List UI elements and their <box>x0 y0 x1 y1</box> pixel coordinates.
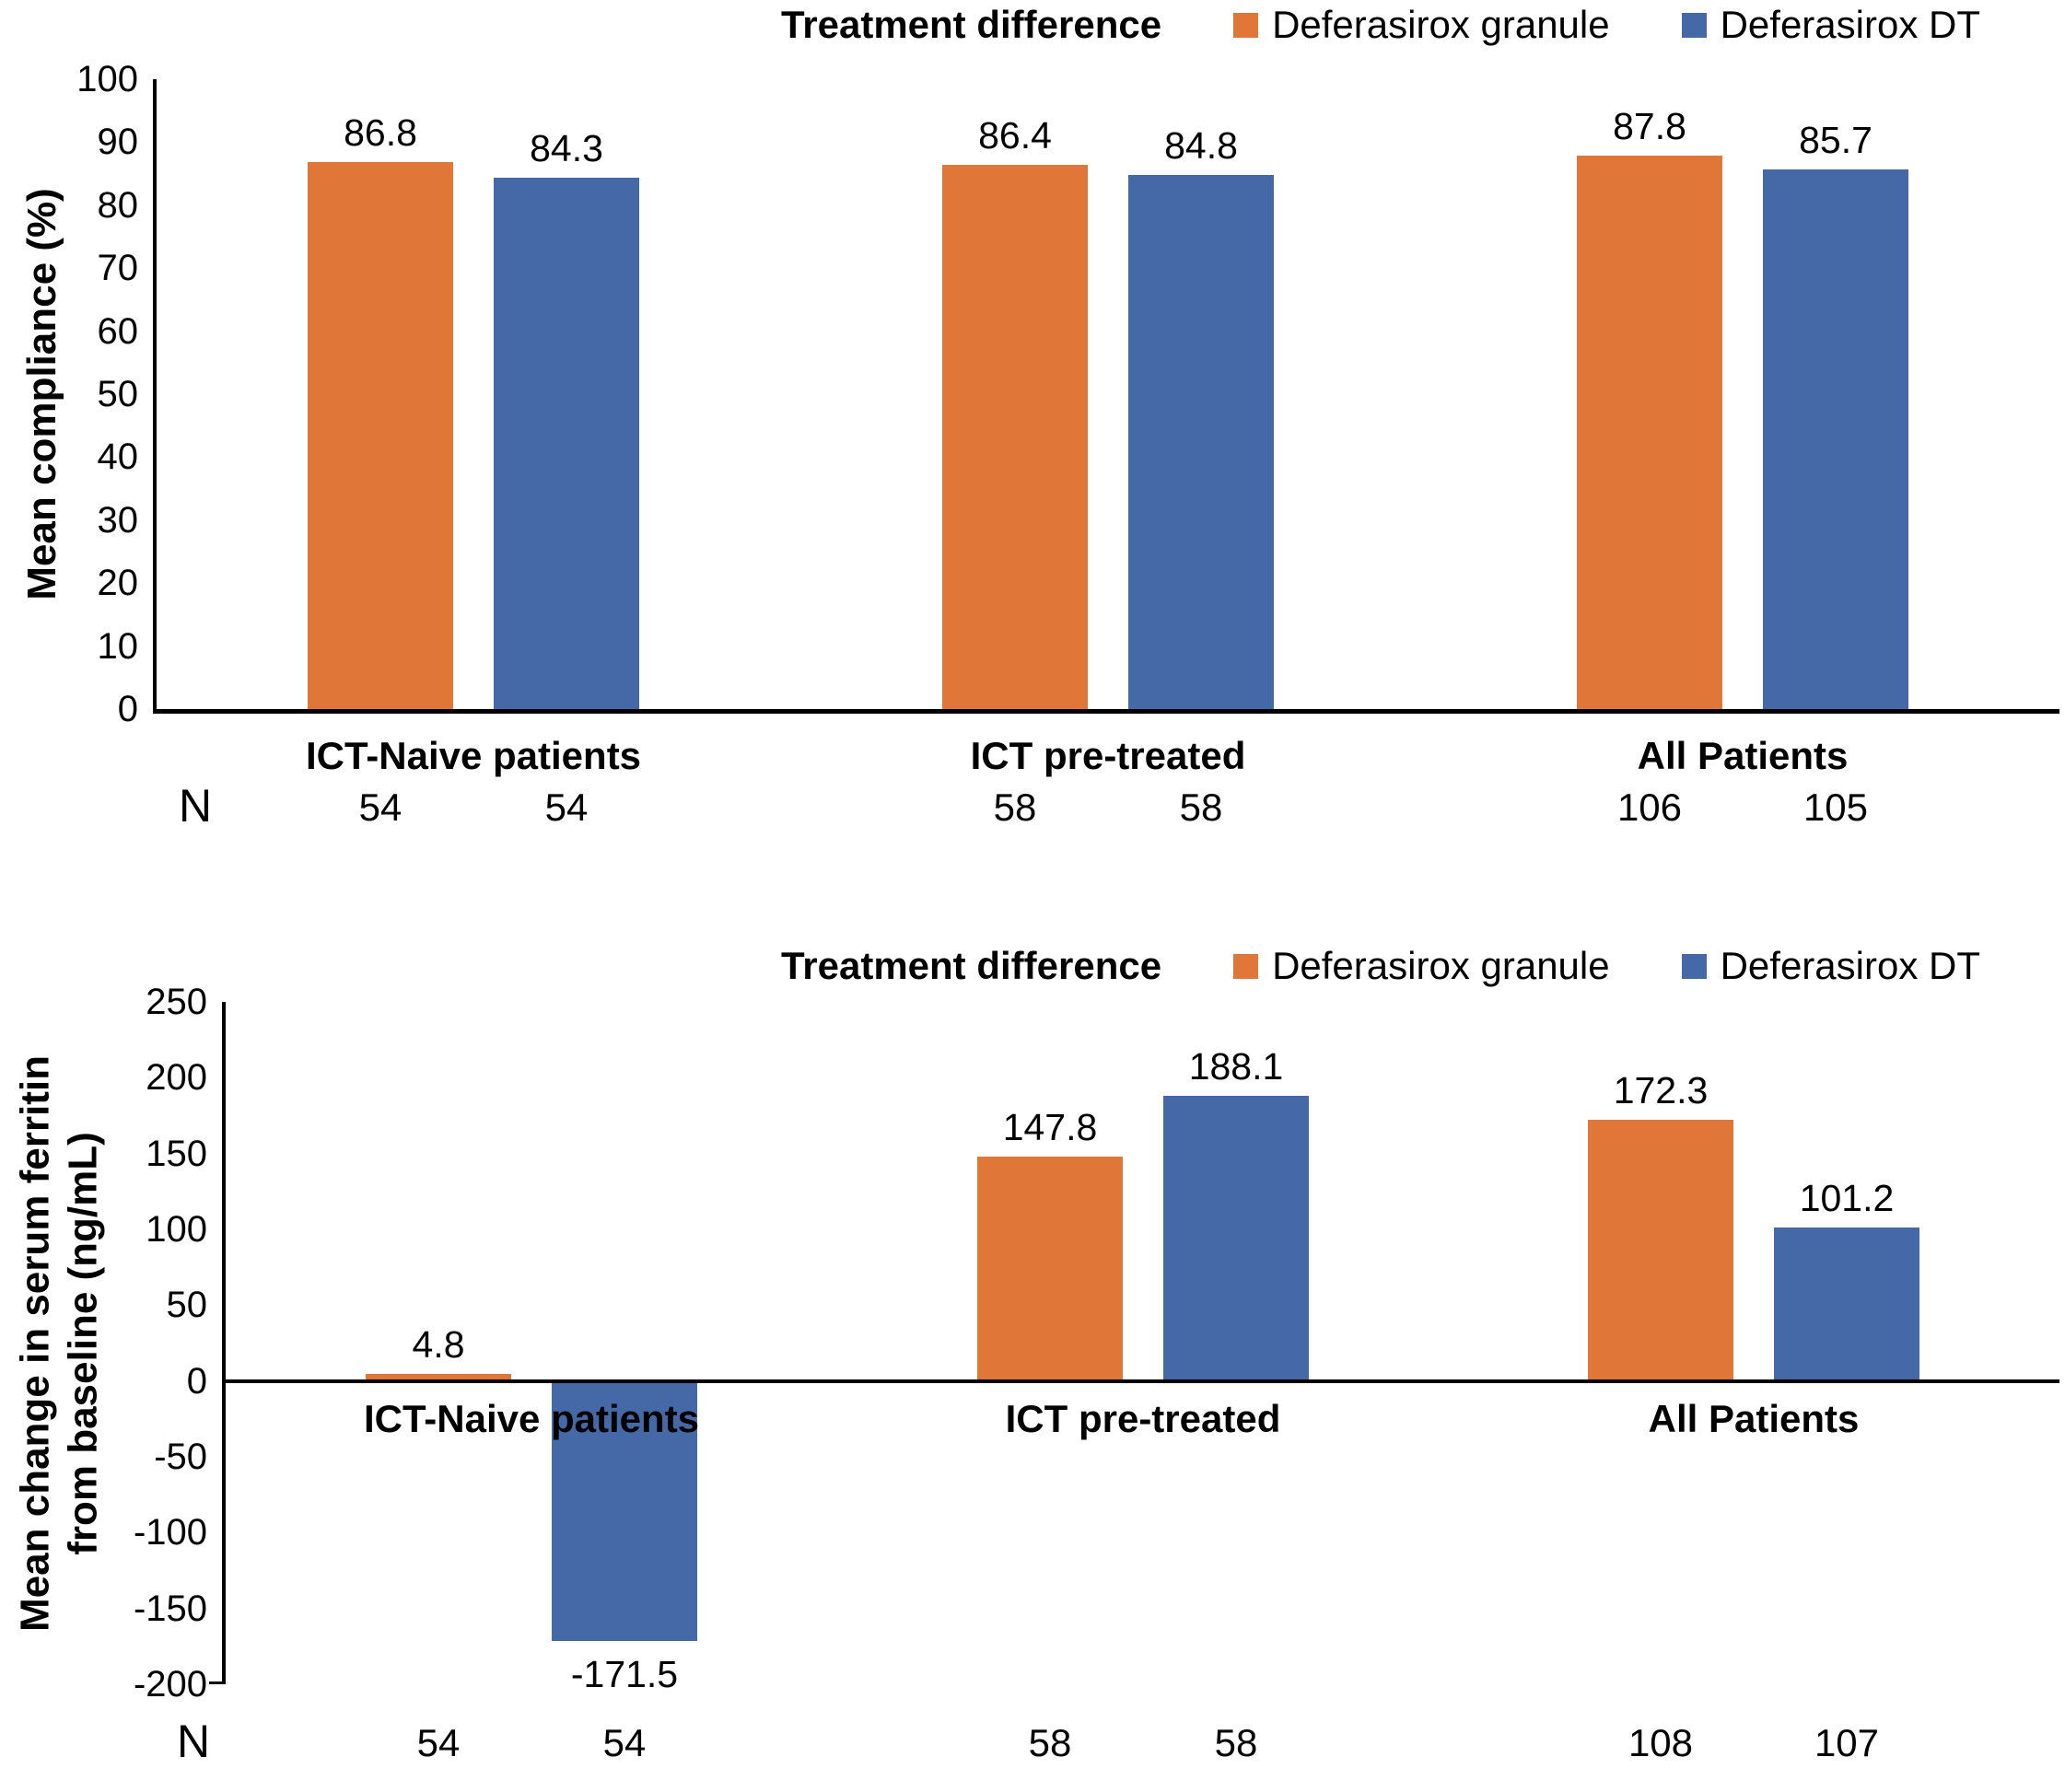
y-tick-label: 50 <box>166 1285 208 1325</box>
y-axis-line <box>222 1002 226 1684</box>
y-tick-label: 30 <box>97 500 139 541</box>
y-tick-label: 150 <box>146 1134 207 1174</box>
bar-deferasirox-granule <box>1588 1120 1733 1381</box>
n-value: 54 <box>544 785 589 829</box>
category-label: All Patients <box>1648 1397 1860 1440</box>
n-value: 107 <box>1814 1721 1880 1764</box>
y-tick-label: -50 <box>154 1437 207 1477</box>
bar-deferasirox-granule <box>977 1157 1123 1380</box>
category-label: ICT-Naive patients <box>363 1397 700 1440</box>
bar-deferasirox-dt <box>1774 1228 1919 1381</box>
granule-swatch-icon <box>1233 953 1259 979</box>
y-tick-label: 100 <box>146 1209 207 1250</box>
bar-value-label: 86.4 <box>978 114 1052 157</box>
n-value: 54 <box>416 1721 461 1764</box>
bar-deferasirox-granule <box>1577 156 1722 709</box>
bar-deferasirox-granule <box>942 165 1088 709</box>
dt-swatch-icon <box>1681 12 1707 38</box>
bar-value-label: 147.8 <box>1002 1106 1098 1148</box>
y-axis-title-line: Mean change in serum ferritin <box>12 1055 58 1632</box>
n-value: 108 <box>1628 1721 1694 1764</box>
y-tick-label: -100 <box>133 1512 207 1553</box>
y-axis-title: Mean change in serum ferritin from baseli… <box>12 1003 108 1685</box>
legend-item: Deferasirox DT <box>1681 2 1980 48</box>
n-value: 58 <box>1179 785 1223 829</box>
y-tick-label: 100 <box>76 59 138 99</box>
bar-deferasirox-dt <box>552 1381 697 1641</box>
bar-deferasirox-granule <box>308 162 453 709</box>
n-row-label: N <box>176 1716 211 1767</box>
n-value: 106 <box>1616 785 1683 829</box>
y-tick-label: -200 <box>133 1664 207 1705</box>
y-axis-title: Mean compliance (%) <box>18 79 66 709</box>
bar-deferasirox-dt <box>1163 1096 1309 1381</box>
category-label: ICT-Naive patients <box>305 734 642 777</box>
bar-value-label: 101.2 <box>1799 1177 1895 1219</box>
legend-title: Treatment difference <box>780 3 1162 46</box>
bar-value-label: 86.8 <box>344 111 417 154</box>
category-label: ICT pre-treated <box>970 734 1246 777</box>
bar-deferasirox-dt <box>1763 169 1908 709</box>
y-tick-label: 40 <box>97 436 139 477</box>
y-tick-label: 200 <box>146 1057 207 1098</box>
compliance-chart-legend: Treatment difference Deferasirox granule… <box>781 2 1980 48</box>
bar-value-label: 84.8 <box>1164 124 1238 167</box>
y-tick-label: 0 <box>186 1361 207 1402</box>
y-tick-label: 0 <box>117 689 138 729</box>
bar-value-label: 188.1 <box>1188 1045 1284 1088</box>
n-value: 58 <box>1214 1721 1258 1764</box>
y-tick-label: 20 <box>97 563 139 603</box>
legend-item: Deferasirox granule <box>1233 2 1610 48</box>
bar-value-label: 87.8 <box>1613 105 1686 147</box>
y-tick-label: 70 <box>97 248 139 288</box>
zero-line <box>222 1379 2059 1383</box>
bar-value-label: 4.8 <box>412 1323 465 1366</box>
legend-item-label: Deferasirox granule <box>1272 944 1610 987</box>
bar-value-label: 85.7 <box>1799 119 1872 161</box>
bar-value-label: 84.3 <box>530 127 603 169</box>
legend-item-label: Deferasirox granule <box>1272 3 1610 46</box>
bar-deferasirox-dt <box>494 178 639 709</box>
y-tick-label: 250 <box>146 982 207 1022</box>
ferritin-chart-legend: Treatment difference Deferasirox granule… <box>781 943 1980 989</box>
y-axis-title-line: Mean compliance (%) <box>19 188 64 600</box>
legend-item: Deferasirox DT <box>1681 943 1980 989</box>
n-value: 58 <box>993 785 1037 829</box>
y-tick-label: 50 <box>97 374 139 414</box>
y-axis-end-tick <box>209 1681 222 1684</box>
category-label: ICT pre-treated <box>1005 1397 1281 1440</box>
legend-item: Deferasirox granule <box>1233 943 1610 989</box>
category-label: All Patients <box>1637 734 1849 777</box>
y-axis-line <box>153 79 157 709</box>
bar-deferasirox-dt <box>1128 175 1274 709</box>
y-tick-label: 10 <box>97 626 139 667</box>
n-value: 54 <box>358 785 402 829</box>
bar-value-label: 172.3 <box>1613 1069 1709 1111</box>
dt-swatch-icon <box>1681 953 1707 979</box>
y-tick-label: 60 <box>97 311 139 352</box>
y-axis-title-line: from baseline (ng/mL) <box>60 1132 106 1555</box>
y-tick-label: 80 <box>97 185 139 226</box>
bar-deferasirox-granule <box>366 1374 511 1381</box>
y-tick-label: -150 <box>133 1588 207 1629</box>
y-tick-label: 90 <box>97 122 139 162</box>
n-value: 58 <box>1028 1721 1072 1764</box>
granule-swatch-icon <box>1233 12 1259 38</box>
n-value: 54 <box>602 1721 647 1764</box>
x-axis-line <box>153 709 2059 714</box>
bar-value-label: -171.5 <box>570 1653 679 1695</box>
legend-item-label: Deferasirox DT <box>1720 3 1980 46</box>
legend-item-label: Deferasirox DT <box>1720 944 1980 987</box>
legend-title: Treatment difference <box>780 944 1162 987</box>
n-row-label: N <box>178 780 213 832</box>
n-value: 105 <box>1802 785 1869 829</box>
